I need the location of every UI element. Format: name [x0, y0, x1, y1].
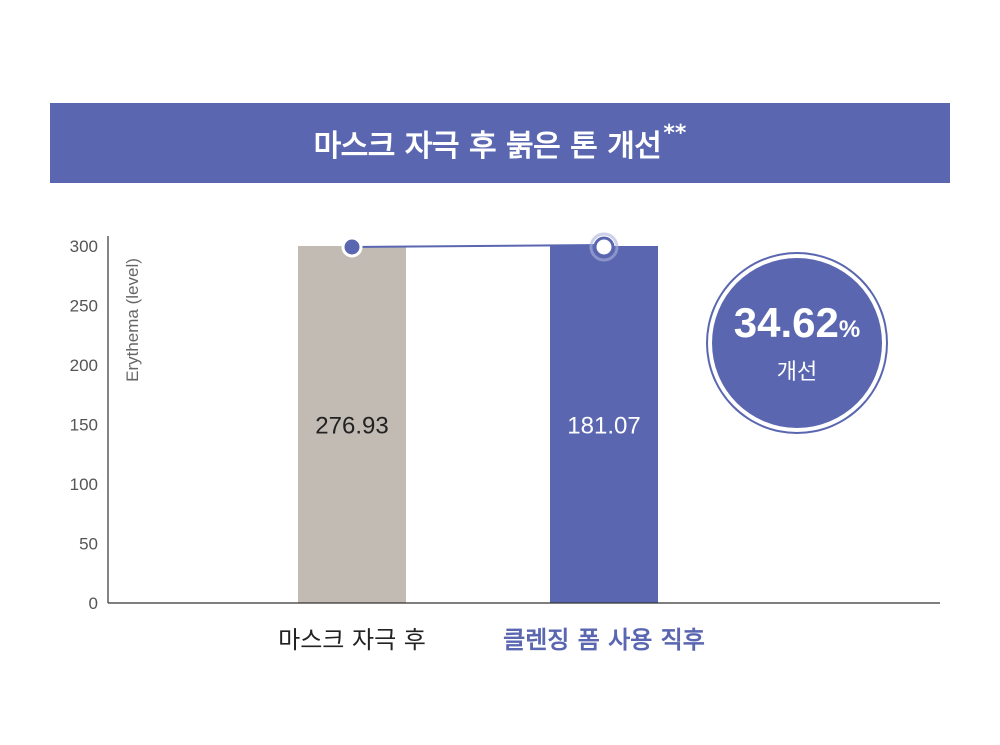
data-label: 181.07: [567, 413, 640, 440]
improvement-value-row: 34.62%: [733, 298, 861, 352]
improvement-value: 34.62: [733, 298, 839, 346]
x-category-label-after: 클렌징 폼 사용 직후: [503, 626, 705, 654]
bar: [550, 246, 658, 603]
top-connector: [341, 232, 619, 262]
y-tick-label: 0: [89, 594, 98, 613]
marker-before: [341, 236, 363, 258]
y-tick-label: 50: [79, 535, 98, 554]
y-tick-label: 100: [70, 475, 98, 494]
chart-title-banner: 마스크 자극 후 붉은 톤 개선 **: [50, 103, 950, 183]
bar: [298, 246, 406, 603]
y-axis-ticks: 0 50 100 150 200 250 300: [70, 237, 98, 613]
improvement-badge: 34.62% 개선: [712, 258, 882, 428]
chart-title: 마스크 자극 후 붉은 톤 개선: [313, 129, 662, 164]
y-tick-label: 200: [70, 356, 98, 375]
bars: 276.93 181.07: [298, 246, 658, 603]
y-tick-label: 250: [70, 297, 98, 316]
improvement-unit: %: [838, 315, 861, 343]
y-tick-label: 300: [70, 237, 98, 256]
data-label: 276.93: [315, 413, 388, 440]
marker-after-halo: [589, 232, 619, 262]
footnote-mark: **: [663, 120, 687, 146]
x-category-label-before: 마스크 자극 후: [278, 626, 426, 654]
marker-after: [593, 236, 615, 258]
improvement-text: 개선: [776, 359, 818, 385]
connector-line: [351, 244, 605, 248]
y-axis-label: Erythema (level): [123, 258, 142, 382]
y-tick-label: 150: [70, 416, 98, 435]
